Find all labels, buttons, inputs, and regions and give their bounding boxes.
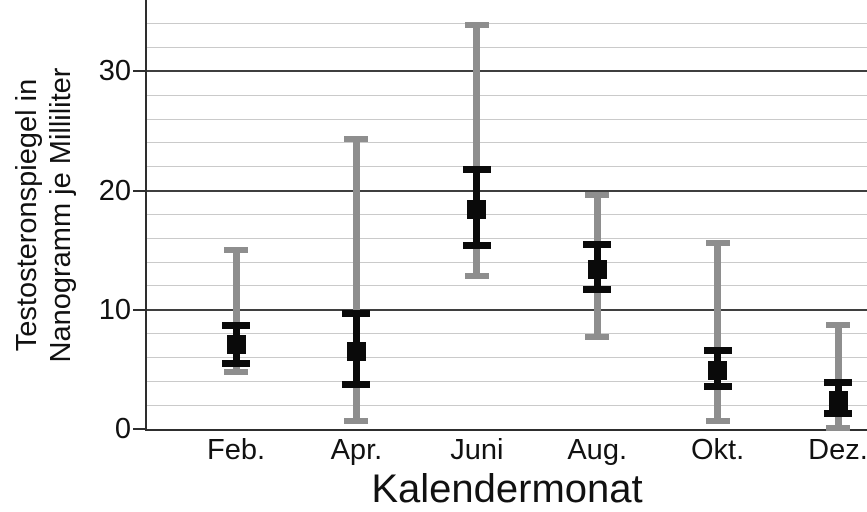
outer-whisker-stem bbox=[352, 139, 360, 421]
inner-whisker-cap-bottom bbox=[342, 381, 371, 389]
major-gridline bbox=[147, 70, 867, 73]
outer-whisker-cap-bottom bbox=[705, 417, 730, 424]
mean-marker bbox=[828, 390, 848, 410]
minor-gridline bbox=[147, 142, 867, 144]
x-category-label: Feb. bbox=[206, 434, 266, 466]
minor-gridline bbox=[147, 333, 867, 335]
x-category-label: Okt. bbox=[691, 434, 745, 466]
y-tick-mark bbox=[133, 308, 145, 311]
inner-whisker-cap-bottom bbox=[824, 410, 852, 417]
y-tick-label: 20 bbox=[98, 174, 131, 207]
minor-gridline bbox=[147, 213, 867, 215]
inner-whisker-cap-bottom bbox=[703, 382, 732, 390]
y-tick-label: 10 bbox=[98, 293, 131, 326]
y-tick-mark bbox=[133, 70, 145, 73]
mean-marker bbox=[226, 334, 246, 354]
major-gridline bbox=[147, 308, 867, 311]
y-tick-mark bbox=[133, 428, 145, 430]
outer-whisker-stem bbox=[232, 250, 240, 372]
inner-whisker-cap-top bbox=[824, 379, 852, 387]
outer-whisker-cap-top bbox=[224, 247, 248, 254]
x-category-label: Juni bbox=[450, 434, 504, 466]
x-axis-title: Kalendermonat bbox=[371, 467, 643, 511]
outer-whisker-cap-bottom bbox=[826, 424, 850, 431]
y-tick-label: 30 bbox=[98, 55, 131, 88]
outer-whisker-cap-top bbox=[344, 136, 369, 143]
outer-whisker-cap-top bbox=[826, 322, 850, 329]
x-category-label: Apr. bbox=[330, 434, 383, 466]
outer-whisker-cap-top bbox=[585, 192, 610, 199]
minor-gridline bbox=[147, 47, 867, 49]
minor-gridline bbox=[147, 237, 867, 239]
outer-whisker-cap-bottom bbox=[344, 417, 369, 424]
outer-whisker-stem bbox=[834, 325, 842, 428]
minor-gridline bbox=[147, 23, 867, 25]
x-category-label: Dez. bbox=[808, 434, 867, 466]
mean-marker bbox=[346, 342, 366, 362]
inner-whisker-cap-top bbox=[703, 346, 732, 354]
minor-gridline bbox=[147, 285, 867, 287]
outer-whisker-cap-bottom bbox=[464, 273, 489, 280]
minor-gridline bbox=[147, 404, 867, 406]
inner-whisker-cap-bottom bbox=[222, 359, 250, 367]
inner-whisker-cap-top bbox=[462, 165, 491, 173]
minor-gridline bbox=[147, 94, 867, 96]
outer-whisker-cap-top bbox=[705, 240, 730, 247]
inner-whisker-cap-top bbox=[342, 309, 371, 317]
minor-gridline bbox=[147, 261, 867, 263]
minor-gridline bbox=[147, 380, 867, 382]
outer-whisker-cap-top bbox=[464, 22, 489, 29]
outer-whisker-stem bbox=[473, 25, 481, 277]
outer-whisker-stem bbox=[714, 243, 722, 421]
inner-whisker-cap-bottom bbox=[462, 241, 491, 249]
y-tick-mark bbox=[133, 189, 145, 192]
x-category-label: Aug. bbox=[567, 434, 628, 466]
x-axis-line bbox=[145, 429, 867, 431]
outer-whisker-cap-bottom bbox=[585, 334, 610, 341]
major-gridline bbox=[147, 189, 867, 192]
mean-marker bbox=[467, 200, 487, 220]
minor-gridline bbox=[147, 356, 867, 358]
minor-gridline bbox=[147, 118, 867, 120]
inner-whisker-cap-top bbox=[583, 240, 612, 248]
mean-marker bbox=[708, 361, 728, 381]
inner-whisker-cap-top bbox=[222, 321, 250, 329]
y-tick-label: 0 bbox=[114, 413, 131, 445]
inner-whisker-cap-bottom bbox=[583, 286, 612, 294]
y-axis-line bbox=[145, 0, 147, 431]
mean-marker bbox=[587, 259, 607, 279]
minor-gridline bbox=[147, 166, 867, 168]
outer-whisker-cap-bottom bbox=[224, 368, 248, 375]
